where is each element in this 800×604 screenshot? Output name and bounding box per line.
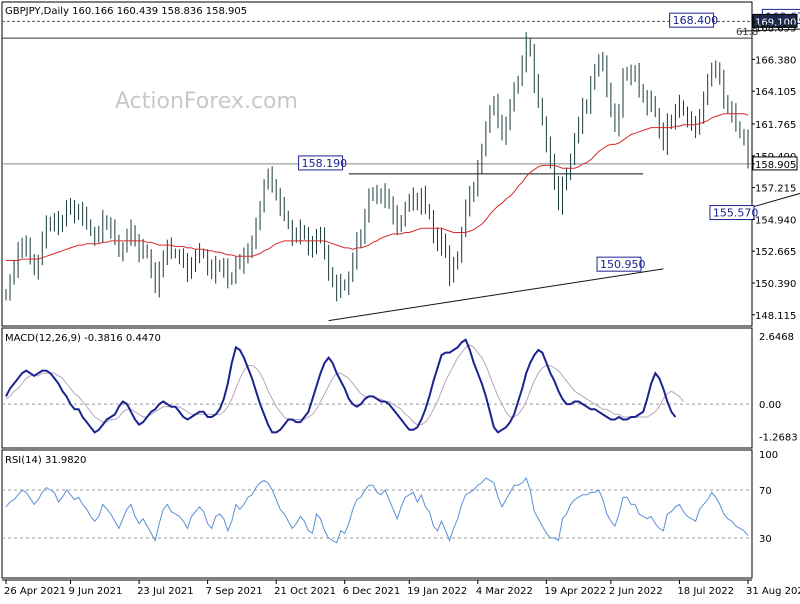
y-tick-label-price: 168.655	[755, 24, 796, 35]
annotation-label-158190: 158.190	[302, 157, 348, 170]
x-tick-label: 31 Aug 2022	[746, 586, 800, 597]
y-tick-label-rsi: 30	[759, 534, 772, 545]
y-tick-label-price: 148.115	[755, 311, 796, 322]
y-tick-label-price: 161.765	[755, 120, 796, 131]
y-tick-label-price: 166.380	[755, 55, 796, 66]
x-tick-label: 7 Sep 2021	[206, 586, 263, 597]
y-tick-label-price: 158.905	[755, 160, 796, 171]
y-tick-label-macd: 0.00	[759, 400, 781, 411]
x-tick-label: 19 Jan 2022	[407, 586, 467, 597]
y-tick-label-price: 154.940	[755, 215, 796, 226]
support-trendline-upper	[739, 192, 800, 212]
y-tick-label-price: 164.105	[755, 87, 796, 98]
macd-header: MACD(12,26,9) -0.3816 0.4470	[5, 333, 161, 344]
y-tick-label-macd: 2.6468	[759, 332, 794, 343]
y-tick-label-price: 169.100	[755, 17, 796, 28]
x-tick-label: 4 Mar 2022	[476, 586, 533, 597]
fib-label: 61.8	[736, 27, 758, 38]
macd-signal-line	[5, 344, 684, 426]
watermark: ActionForex.com	[115, 89, 298, 114]
x-tick-label: 26 Apr 2021	[4, 586, 66, 597]
support-trendline-lower	[328, 268, 664, 322]
rsi-header: RSI(14) 31.9820	[5, 455, 86, 466]
price-header: GBPJPY,Daily 160.166 160.439 158.836 158…	[5, 6, 247, 17]
x-tick-label: 21 Oct 2021	[274, 586, 336, 597]
annotation-label-168400: 168.400	[673, 14, 719, 27]
x-tick-label: 23 Jul 2021	[137, 586, 194, 597]
rsi-line	[5, 476, 749, 544]
upper-channel-line	[739, 28, 800, 32]
x-tick-label: 6 Dec 2021	[343, 586, 401, 597]
y-tick-label-price: 152.665	[755, 247, 796, 258]
annotation-box-150950	[596, 256, 642, 272]
macd-line	[5, 338, 677, 434]
annotation-box-168400	[669, 12, 715, 28]
y-tick-label-rsi: 100	[759, 450, 778, 461]
annotation-label-155570: 155.570	[713, 207, 759, 220]
annotation-label-150950: 150.950	[600, 258, 646, 271]
panel-frame-macd	[1, 327, 753, 449]
y-tick-label-price: 150.390	[755, 279, 796, 290]
annotation-box-158190	[298, 155, 344, 171]
y-tick-label-rsi: 70	[759, 486, 772, 497]
x-tick-label: 18 Jul 2022	[677, 586, 734, 597]
x-tick-label: 2 Jun 2022	[609, 586, 663, 597]
y-tick-label-macd: -1.2683	[759, 433, 798, 444]
x-tick-label: 9 Jun 2021	[69, 586, 123, 597]
annotation-box-155570	[709, 205, 755, 221]
ema-line	[6, 113, 749, 261]
x-tick-label: 19 Apr 2022	[544, 586, 606, 597]
y-tick-label-price: 157.215	[755, 184, 796, 195]
panel-frame-rsi	[1, 449, 753, 579]
